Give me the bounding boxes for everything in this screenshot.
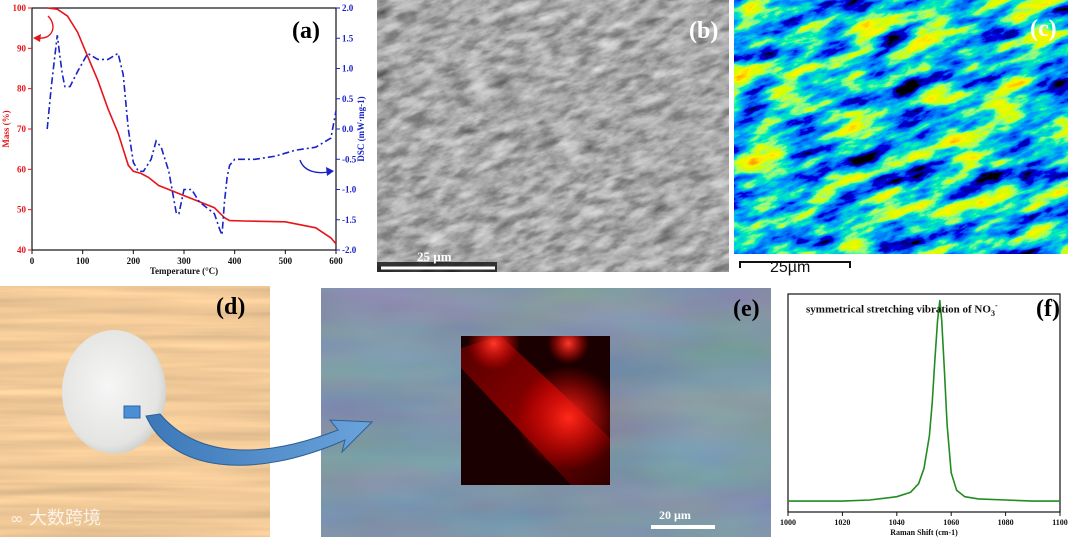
raman-spectrum-chart: 1000 1020 1040 1060 1080 1100 Raman Shift (cm-… <box>780 293 1068 537</box>
panel-label-f: (f) <box>1036 296 1060 322</box>
y-right-tick-label: -1.5 <box>342 215 357 225</box>
y-right-tick-label: -1.0 <box>342 185 357 195</box>
y-right-tick-label: 2.0 <box>342 3 354 13</box>
x-tick-label: 1040 <box>889 518 905 527</box>
mass-axis-arrowhead <box>33 34 41 42</box>
x-tick-label: 200 <box>127 256 141 266</box>
tga-dsc-chart: 0 100 200 300 400 500 600 40 50 60 70 80 90 100 -2.0 -1… <box>1 3 366 276</box>
x-tick-label: 100 <box>76 256 90 266</box>
raman-map <box>461 336 610 485</box>
x-tick-label: 300 <box>177 256 191 266</box>
y-left-tick-label: 60 <box>17 164 27 174</box>
scalebar-label-c: 25µm <box>770 259 811 276</box>
x-tick-label: 1020 <box>834 518 850 527</box>
y-left-tick-label: 70 <box>17 124 27 134</box>
y-right-tick-label: 1.5 <box>342 33 354 43</box>
panel-c: 25µm (c) <box>734 0 1068 282</box>
panel-label-a: (a) <box>292 18 320 44</box>
x-tick-label: 1080 <box>998 518 1014 527</box>
x-axis-label: Raman Shift (cm-1) <box>890 528 958 537</box>
peak-annotation-text: symmetrical stretching vibration of NO <box>806 303 991 316</box>
y-right-tick-label: -2.0 <box>342 245 357 255</box>
y-left-tick-label: 80 <box>17 84 27 94</box>
peak-annotation: symmetrical stretching vibration of NO3- <box>806 301 998 318</box>
y-right-tick-label: 0.5 <box>342 94 354 104</box>
elemental-map <box>734 0 1068 254</box>
x-tick-label: 0 <box>30 256 35 266</box>
panel-label-c: (c) <box>1030 16 1057 42</box>
watermark-text: 大数跨境 <box>29 508 102 529</box>
y-left-tick-label: 100 <box>13 3 27 13</box>
y-right-tick-label: -0.5 <box>342 154 357 164</box>
y-right-axis-label: DSC (mW·mg-1) <box>356 96 366 161</box>
watermark: ∞ 大数跨境 <box>10 504 101 530</box>
panel-e: 20 µm (e) <box>321 288 771 537</box>
x-axis-label: Temperature (°C) <box>150 266 218 276</box>
y-left-tick-label: 40 <box>17 245 27 255</box>
x-tick-label: 1060 <box>943 518 959 527</box>
dsc-axis-arrowhead <box>326 167 334 176</box>
peak-annotation-sup: - <box>994 301 998 310</box>
watermark-logo-icon: ∞ <box>10 509 24 528</box>
sample-region-marker <box>123 405 141 419</box>
pellet-photo <box>0 286 270 537</box>
panel-a: 0 100 200 300 400 500 600 40 50 60 70 80 90 100 -2.0 -1… <box>0 0 372 278</box>
y-right-tick-label: 1.0 <box>342 64 354 74</box>
sem-image <box>377 0 729 272</box>
scalebar-label-e: 20 µm <box>659 508 691 522</box>
y-right-tick-label: 0.0 <box>342 124 354 134</box>
panel-label-e: (e) <box>733 296 760 322</box>
panel-label-b: (b) <box>689 18 719 44</box>
panel-f: 1000 1020 1040 1060 1080 1100 Raman Shift (cm-… <box>776 290 1080 537</box>
panel-d: (d) ∞ 大数跨境 <box>0 286 270 537</box>
peak-annotation-sub: 3 <box>990 308 995 318</box>
mass-axis-arrow <box>37 15 54 39</box>
x-tick-label: 1000 <box>780 518 796 527</box>
raman-spectrum-line <box>788 299 1060 502</box>
y-left-tick-label: 90 <box>17 43 27 53</box>
scalebar-c <box>739 261 851 268</box>
optical-image <box>321 288 771 537</box>
mass-curve <box>47 7 337 245</box>
y-left-tick-label: 50 <box>17 205 27 215</box>
scalebar-label-b: 25 µm <box>417 249 452 264</box>
plot-frame <box>787 293 1061 513</box>
x-tick-label: 1100 <box>1052 518 1068 527</box>
dsc-curve <box>46 35 337 236</box>
dsc-axis-arrow <box>299 159 329 174</box>
x-tick-label: 500 <box>279 256 293 266</box>
panel-b: 25 µm (b) <box>377 0 729 272</box>
y-left-axis-label: Mass (%) <box>1 110 11 147</box>
panel-label-d: (d) <box>216 294 246 320</box>
x-tick-label: 600 <box>329 256 343 266</box>
x-tick-label: 400 <box>228 256 242 266</box>
plot-frame <box>31 7 337 251</box>
